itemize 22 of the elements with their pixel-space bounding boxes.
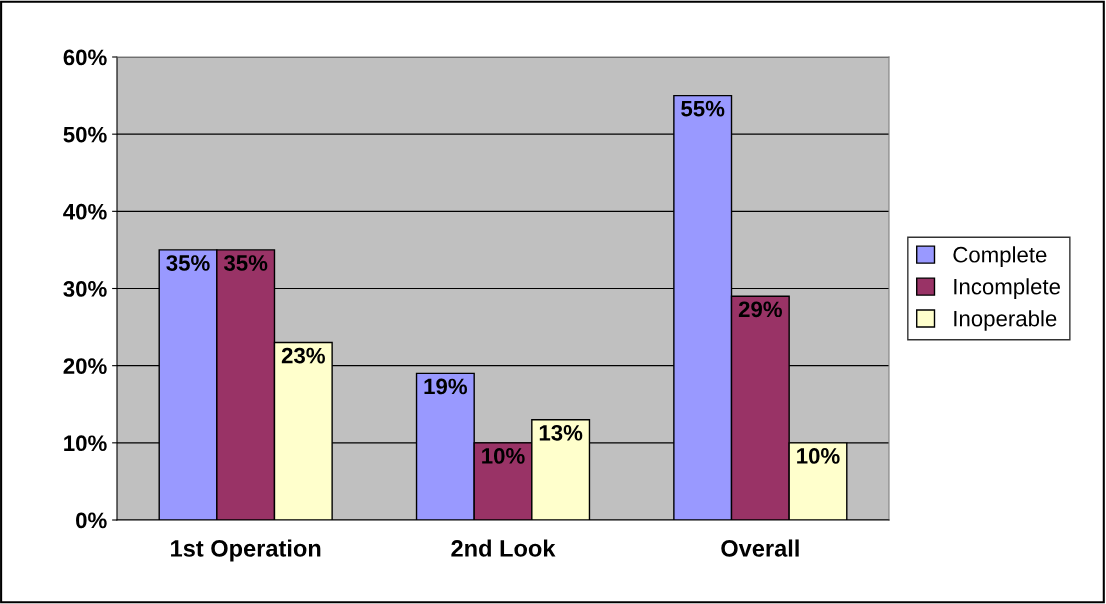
- y-tick-label: 40%: [63, 203, 107, 220]
- legend-label: Complete: [953, 246, 1047, 267]
- data-label: 29%: [738, 301, 782, 318]
- x-tick-label: 2nd Look: [451, 539, 556, 557]
- data-label: 10%: [797, 448, 840, 464]
- data-label: 55%: [681, 100, 725, 117]
- data-label: 10%: [482, 448, 525, 464]
- x-tick-label: Overall: [721, 539, 799, 557]
- data-label: 23%: [281, 347, 325, 364]
- data-label: 35%: [166, 255, 210, 271]
- y-tick-label: 20%: [63, 358, 107, 374]
- y-tick-label: 0%: [76, 512, 107, 529]
- data-label: 13%: [539, 424, 583, 441]
- legend-label: Incomplete: [954, 278, 1060, 299]
- data-label: 19%: [424, 378, 468, 395]
- y-tick-label: 10%: [64, 435, 107, 452]
- y-tick-label: 60%: [63, 49, 107, 66]
- legend-label: Inoperable: [954, 310, 1057, 331]
- y-tick-label: 50%: [63, 126, 107, 143]
- x-tick-label: 1st Operation: [171, 539, 321, 562]
- y-tick-label: 30%: [63, 281, 107, 297]
- data-label: 35%: [223, 255, 268, 271]
